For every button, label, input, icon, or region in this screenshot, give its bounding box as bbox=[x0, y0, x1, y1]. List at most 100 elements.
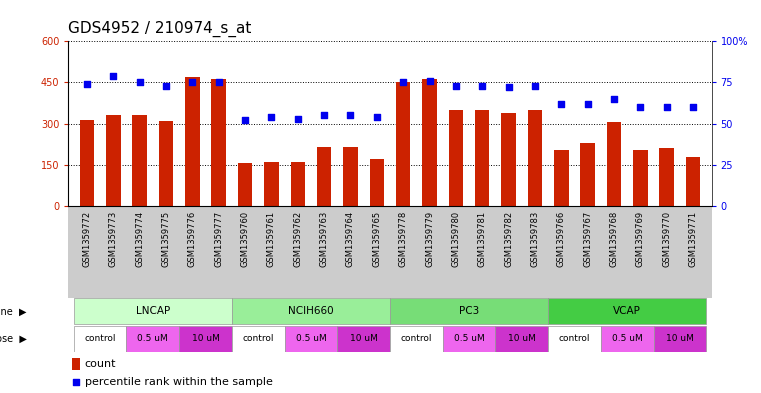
Bar bbox=[179, 325, 232, 352]
Bar bbox=[80, 119, 94, 206]
Text: 0.5 uM: 0.5 uM bbox=[454, 334, 485, 343]
Text: VCAP: VCAP bbox=[613, 306, 641, 316]
Bar bbox=[443, 325, 495, 352]
Text: GSM1359766: GSM1359766 bbox=[557, 211, 566, 267]
Text: GSM1359783: GSM1359783 bbox=[530, 211, 540, 267]
Bar bbox=[106, 116, 120, 206]
Point bbox=[212, 79, 224, 86]
Bar bbox=[390, 325, 443, 352]
Bar bbox=[548, 298, 706, 325]
Text: control: control bbox=[400, 334, 432, 343]
Text: GSM1359780: GSM1359780 bbox=[451, 211, 460, 267]
Point bbox=[608, 96, 620, 102]
Bar bbox=[396, 83, 410, 206]
Point bbox=[345, 112, 357, 119]
Point bbox=[186, 79, 199, 86]
Point bbox=[448, 301, 460, 307]
Point bbox=[134, 79, 146, 86]
Text: 0.5 uM: 0.5 uM bbox=[138, 334, 168, 343]
Point bbox=[239, 117, 251, 123]
Bar bbox=[370, 159, 384, 206]
Text: GSM1359765: GSM1359765 bbox=[372, 211, 381, 267]
Text: GSM1359773: GSM1359773 bbox=[109, 211, 118, 267]
Point bbox=[397, 79, 409, 86]
Bar bbox=[159, 121, 174, 206]
Bar bbox=[285, 325, 337, 352]
Text: GSM1359761: GSM1359761 bbox=[267, 211, 276, 267]
Point bbox=[556, 101, 568, 107]
Text: 0.5 uM: 0.5 uM bbox=[295, 334, 326, 343]
Text: GSM1359778: GSM1359778 bbox=[399, 211, 408, 267]
Text: GSM1359771: GSM1359771 bbox=[689, 211, 698, 267]
Point bbox=[450, 83, 462, 89]
Text: control: control bbox=[84, 334, 116, 343]
Bar bbox=[501, 113, 516, 206]
Point bbox=[476, 83, 489, 89]
Text: GDS4952 / 210974_s_at: GDS4952 / 210974_s_at bbox=[68, 21, 252, 37]
Bar bbox=[337, 325, 390, 352]
Bar bbox=[527, 110, 542, 206]
Text: GSM1359781: GSM1359781 bbox=[478, 211, 487, 267]
Text: GSM1359760: GSM1359760 bbox=[240, 211, 250, 267]
Bar bbox=[390, 298, 548, 325]
Bar bbox=[232, 325, 285, 352]
Text: GSM1359767: GSM1359767 bbox=[583, 211, 592, 267]
Bar bbox=[317, 147, 331, 206]
Bar bbox=[232, 298, 390, 325]
Point bbox=[291, 116, 304, 122]
Bar bbox=[185, 77, 199, 206]
Text: 10 uM: 10 uM bbox=[666, 334, 694, 343]
Point bbox=[160, 83, 172, 89]
Text: GSM1359770: GSM1359770 bbox=[662, 211, 671, 267]
Text: cell line  ▶: cell line ▶ bbox=[0, 306, 27, 316]
Bar bbox=[495, 325, 548, 352]
Text: GSM1359776: GSM1359776 bbox=[188, 211, 197, 267]
Bar bbox=[132, 116, 147, 206]
Text: dose  ▶: dose ▶ bbox=[0, 334, 27, 344]
Text: count: count bbox=[84, 359, 116, 369]
Text: 10 uM: 10 uM bbox=[350, 334, 377, 343]
Bar bbox=[238, 163, 253, 206]
Text: GSM1359764: GSM1359764 bbox=[346, 211, 355, 267]
Text: LNCAP: LNCAP bbox=[135, 306, 170, 316]
Bar bbox=[343, 147, 358, 206]
Point bbox=[318, 112, 330, 119]
Bar bbox=[264, 162, 279, 206]
Point bbox=[81, 81, 93, 87]
Point bbox=[107, 73, 119, 79]
Bar bbox=[607, 122, 621, 206]
Bar bbox=[422, 79, 437, 206]
Bar bbox=[554, 150, 568, 206]
Text: GSM1359782: GSM1359782 bbox=[504, 211, 513, 267]
Bar bbox=[74, 325, 126, 352]
Text: 0.5 uM: 0.5 uM bbox=[612, 334, 642, 343]
Bar bbox=[601, 325, 654, 352]
Text: GSM1359762: GSM1359762 bbox=[293, 211, 302, 267]
Bar bbox=[633, 150, 648, 206]
Bar bbox=[475, 110, 489, 206]
Bar bbox=[126, 325, 179, 352]
Text: control: control bbox=[559, 334, 591, 343]
Text: GSM1359777: GSM1359777 bbox=[214, 211, 223, 267]
Bar bbox=[72, 358, 80, 370]
Bar bbox=[212, 79, 226, 206]
Bar bbox=[548, 325, 601, 352]
Text: 10 uM: 10 uM bbox=[508, 334, 536, 343]
Text: control: control bbox=[243, 334, 274, 343]
Text: percentile rank within the sample: percentile rank within the sample bbox=[84, 377, 272, 387]
Bar bbox=[654, 325, 706, 352]
Point bbox=[634, 104, 646, 110]
Text: GSM1359769: GSM1359769 bbox=[636, 211, 645, 267]
Point bbox=[371, 114, 383, 120]
Bar bbox=[686, 156, 700, 206]
Text: GSM1359775: GSM1359775 bbox=[161, 211, 170, 267]
Bar bbox=[74, 298, 232, 325]
Point bbox=[529, 83, 541, 89]
Text: GSM1359772: GSM1359772 bbox=[82, 211, 91, 267]
Text: 10 uM: 10 uM bbox=[192, 334, 219, 343]
Point bbox=[423, 78, 435, 84]
Bar bbox=[291, 162, 305, 206]
Point bbox=[266, 114, 278, 120]
Text: GSM1359763: GSM1359763 bbox=[320, 211, 329, 267]
Text: GSM1359768: GSM1359768 bbox=[610, 211, 619, 267]
